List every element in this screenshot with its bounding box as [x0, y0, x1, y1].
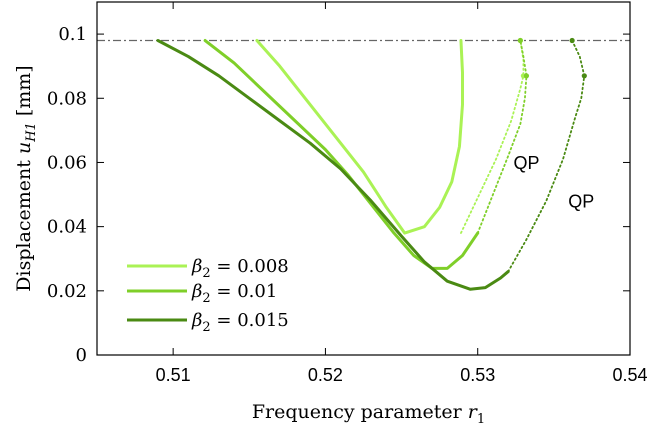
- legend-sub-1: 2: [202, 291, 210, 306]
- series-marker-1-0: [523, 73, 530, 79]
- series-qp-line-1: [476, 39, 528, 234]
- annotation-qp-0: QP: [513, 153, 539, 173]
- x-axis-title-var: r: [468, 401, 479, 423]
- axis-titles: Frequency parameter r1 Displacement uH1 […: [13, 65, 485, 427]
- series-qp-line-0: [460, 39, 525, 234]
- legend-label-1: β2 = 0.01: [191, 281, 277, 306]
- series-line-1: [203, 39, 480, 270]
- x-axis-title-text: Frequency parameter: [252, 401, 468, 423]
- y-axis-title-var: u: [13, 142, 35, 154]
- legend-symbol-0: β: [191, 256, 202, 277]
- series-marker-2-1: [569, 37, 575, 44]
- annotations: QP QP: [513, 153, 594, 212]
- y-tick-label-3: 0.06: [47, 152, 87, 173]
- legend-symbol-1: β: [191, 281, 202, 302]
- series-marker-1-1: [517, 37, 523, 44]
- x-axis-title-sub: 1: [477, 412, 485, 427]
- y-tick-label-4: 0.08: [47, 88, 87, 109]
- y-tick-label-1: 0.02: [47, 281, 87, 302]
- y-axis-title-sub: H1: [24, 122, 39, 143]
- legend-sub-2: 2: [202, 320, 210, 335]
- legend-symbol-2: β: [191, 310, 202, 331]
- x-tick-label-0: 0.51: [156, 365, 191, 385]
- legend-value-1: = 0.01: [211, 281, 278, 302]
- y-tick-label-2: 0.04: [47, 217, 87, 238]
- annotation-qp-1: QP: [568, 191, 594, 211]
- plot-frame: [96, 1, 631, 356]
- series-marker-2-0: [581, 73, 587, 79]
- legend-value-2: = 0.015: [211, 310, 289, 331]
- y-tick-label-0: 0: [76, 345, 87, 366]
- series-line-2: [156, 39, 510, 291]
- x-tick-label-2: 0.53: [460, 365, 495, 385]
- y-tick-label-5: 0.1: [58, 24, 87, 45]
- y-axis-title-text: Displacement: [13, 154, 35, 292]
- legend-value-0: = 0.008: [211, 256, 289, 277]
- y-axis-title-unit: [mm]: [13, 65, 35, 122]
- x-tick-label-1: 0.52: [308, 365, 343, 385]
- series-line-0: [255, 39, 464, 235]
- y-axis-title: Displacement uH1 [mm]: [13, 65, 39, 291]
- series-qp-line-2: [507, 39, 586, 273]
- legend-label-2: β2 = 0.015: [191, 310, 289, 335]
- axes: 0.51 0.52 0.53 0.54 0 0.02 0.04 0.06 0.08 0.1: [47, 1, 648, 385]
- legend-sub-0: 2: [202, 266, 210, 281]
- plot-area: [97, 37, 630, 291]
- legend-label-0: β2 = 0.008: [191, 256, 289, 281]
- x-tick-label-3: 0.54: [612, 365, 647, 385]
- x-axis-title: Frequency parameter r1: [252, 401, 485, 427]
